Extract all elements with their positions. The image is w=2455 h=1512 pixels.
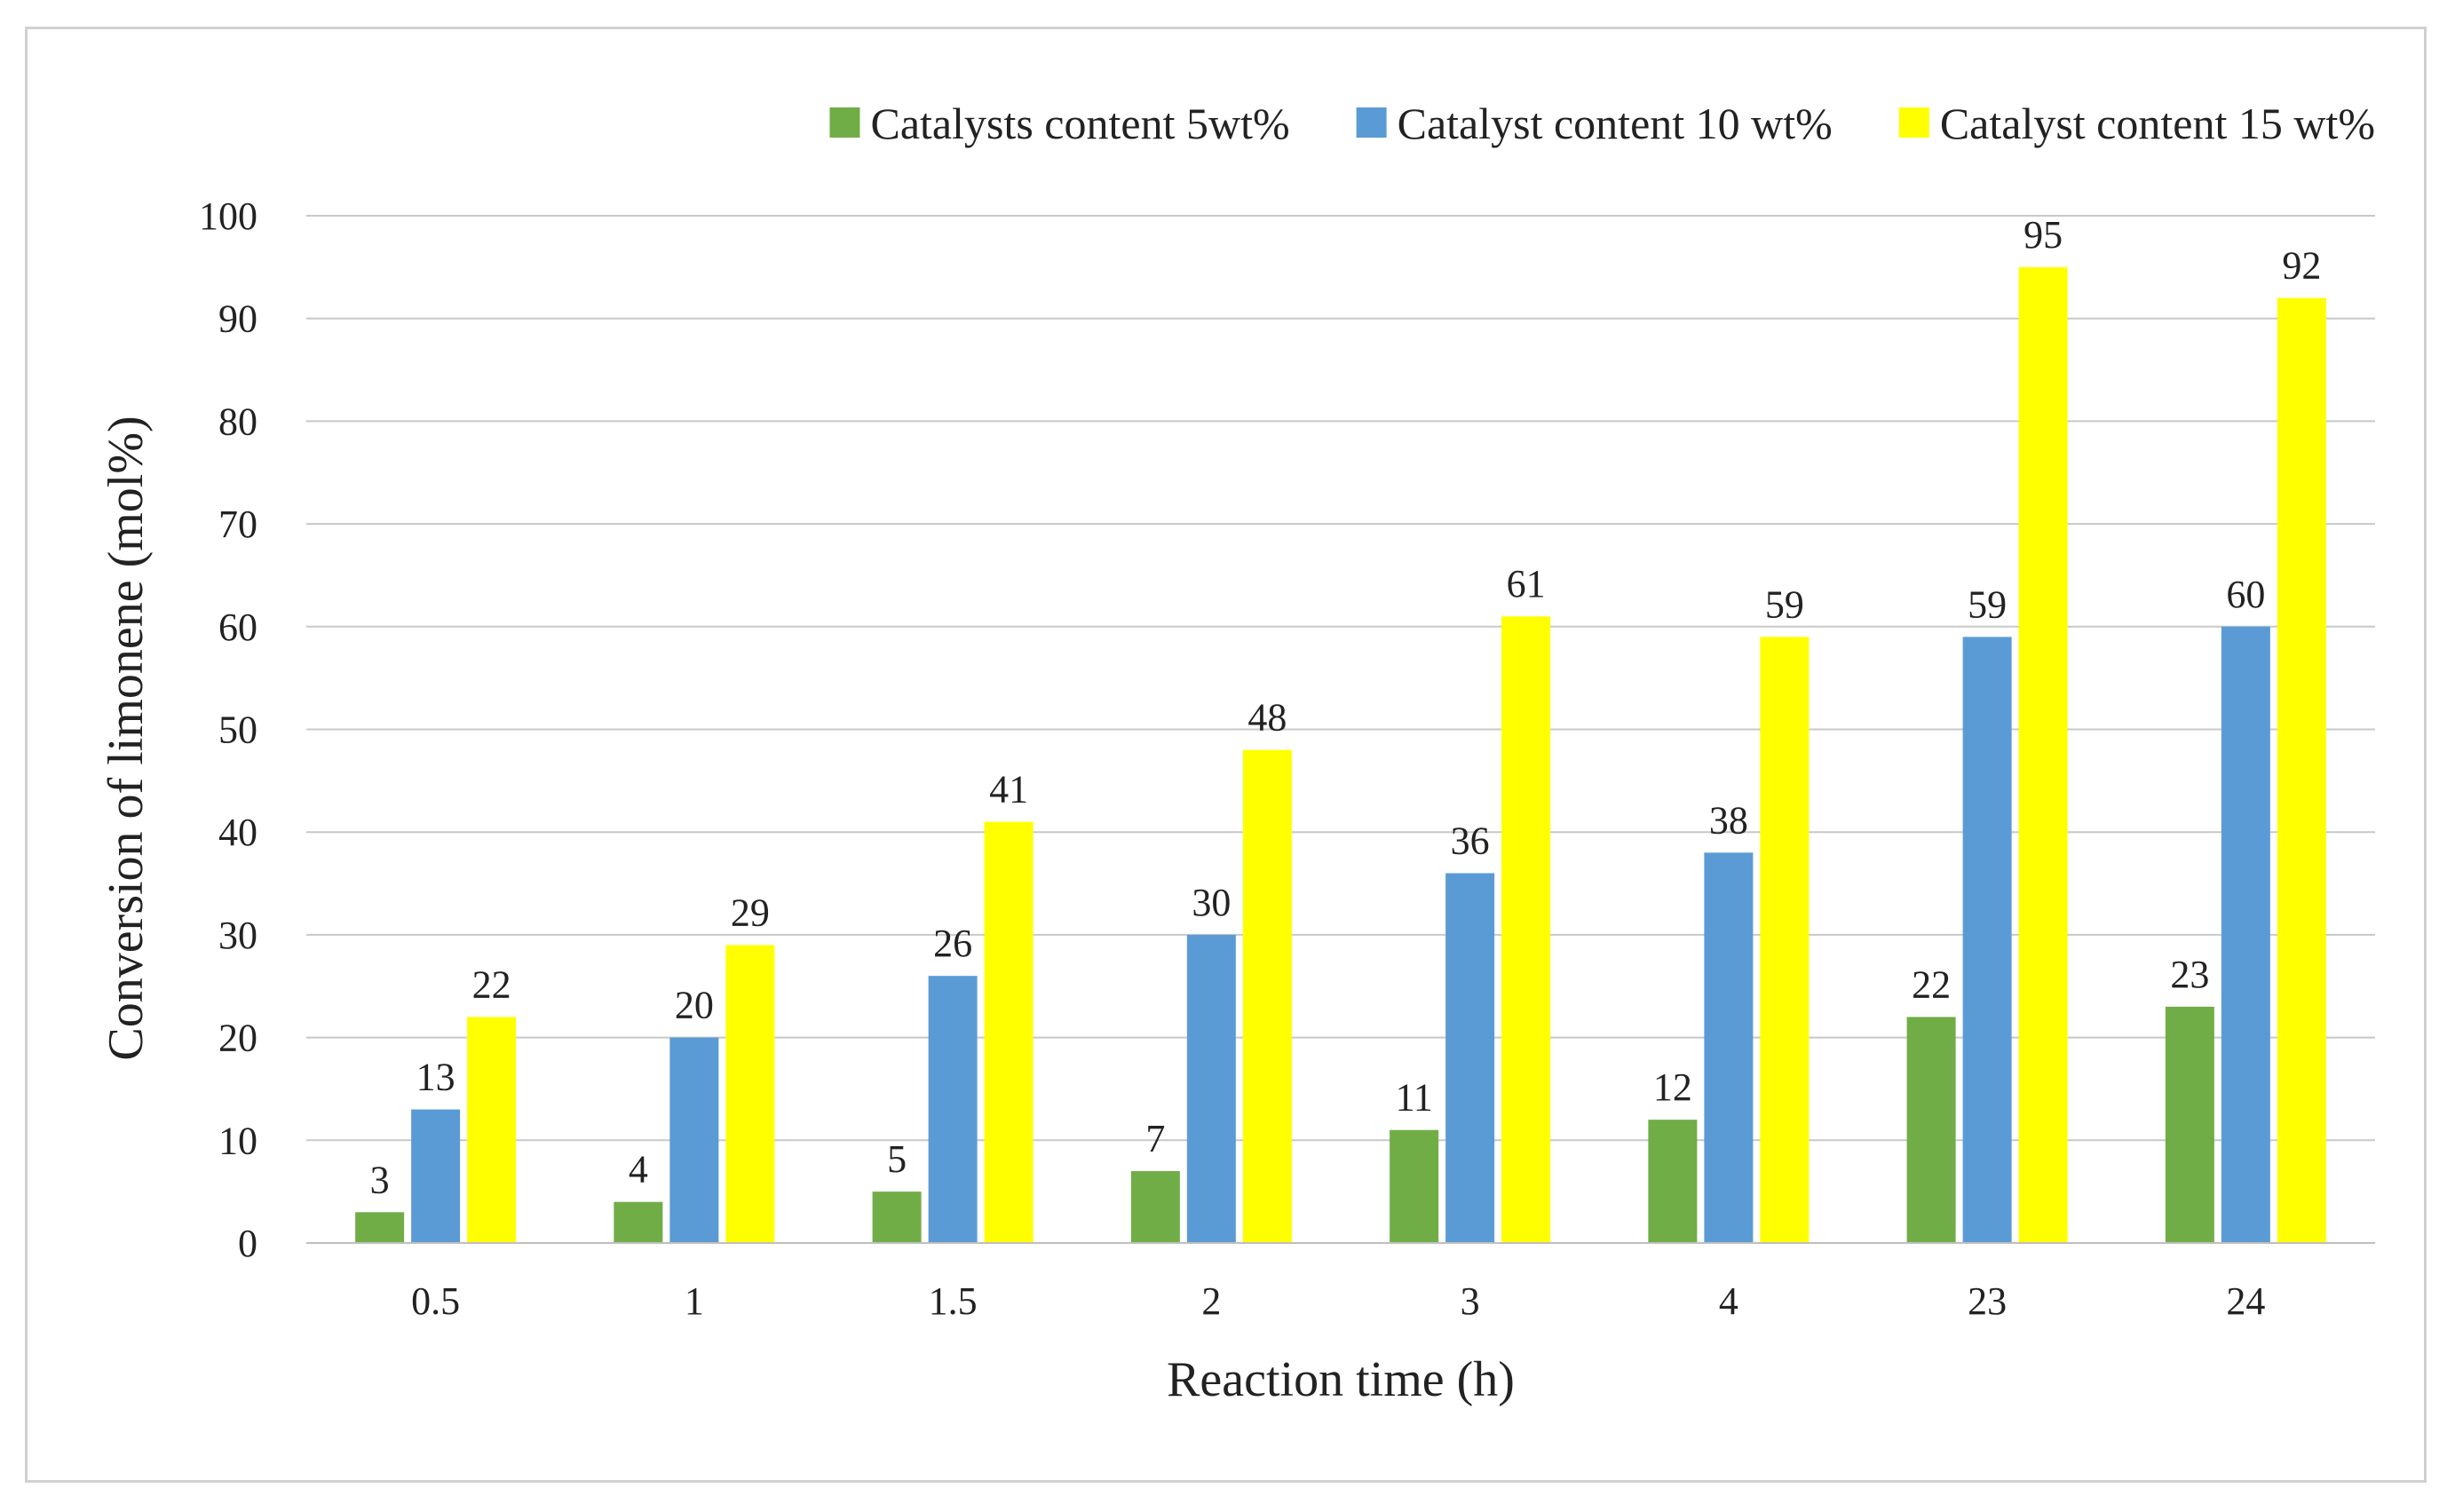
data-label: 48 xyxy=(1247,696,1287,740)
x-tick-label: 24 xyxy=(2226,1279,2265,1323)
bar xyxy=(1704,852,1754,1243)
legend-swatch xyxy=(1898,107,1929,138)
bar xyxy=(725,945,775,1243)
y-tick-label: 80 xyxy=(218,400,257,443)
legend-label: Catalyst content 10 wt% xyxy=(1398,99,1833,148)
x-tick-label: 23 xyxy=(1968,1279,2007,1323)
bar xyxy=(614,1201,663,1243)
bar xyxy=(928,976,978,1243)
legend: Catalysts content 5wt% Catalyst content 1… xyxy=(829,99,2375,148)
data-label: 60 xyxy=(2226,573,2265,616)
y-axis-title: Conversion of limonene (mol%) xyxy=(99,416,154,1060)
data-label: 61 xyxy=(1507,562,1546,606)
y-tick-label: 10 xyxy=(218,1119,257,1162)
data-label: 4 xyxy=(629,1148,648,1191)
bars xyxy=(355,266,2326,1244)
bar xyxy=(1906,1017,1956,1243)
y-tick-label: 30 xyxy=(218,914,257,957)
legend-item: Catalyst content 15 wt% xyxy=(1898,99,2375,148)
y-tick-label: 70 xyxy=(218,503,257,546)
bar xyxy=(467,1017,517,1243)
data-label: 59 xyxy=(1765,582,1804,626)
bar xyxy=(2018,266,2068,1244)
bar xyxy=(872,1191,922,1243)
y-tick-label: 50 xyxy=(218,709,257,752)
x-axis-ticks: 0.5 1 1.5 2 3 4 23 24 xyxy=(411,1279,2265,1323)
data-label: 59 xyxy=(1968,582,2007,626)
bar xyxy=(1390,1129,1439,1243)
y-tick-label: 60 xyxy=(218,606,257,649)
y-tick-label: 0 xyxy=(238,1222,257,1265)
data-label: 13 xyxy=(416,1056,455,1099)
legend-swatch xyxy=(1356,107,1387,138)
data-label: 95 xyxy=(2023,213,2063,257)
data-label: 7 xyxy=(1145,1117,1165,1160)
data-label: 3 xyxy=(370,1158,390,1201)
data-labels: 3 13 22 4 20 29 5 26 41 7 30 48 11 36 61 12 38 59 22 59 95 23… xyxy=(370,213,2322,1201)
data-label: 12 xyxy=(1653,1065,1692,1109)
legend-item: Catalysts content 5wt% xyxy=(829,99,1290,148)
legend-item: Catalyst content 10 wt% xyxy=(1356,99,1833,148)
data-label: 92 xyxy=(2282,244,2321,288)
bar xyxy=(669,1037,719,1243)
y-tick-label: 40 xyxy=(218,811,257,854)
bar xyxy=(1242,749,1292,1243)
x-tick-label: 1.5 xyxy=(929,1279,978,1323)
data-label: 29 xyxy=(731,891,770,934)
y-axis-ticks: 0 10 20 30 40 50 60 70 80 90 100 xyxy=(199,194,257,1265)
bar xyxy=(355,1212,405,1243)
bar xyxy=(1962,637,2012,1243)
data-label: 20 xyxy=(675,984,714,1027)
bar xyxy=(1501,616,1551,1243)
data-label: 38 xyxy=(1709,798,1748,842)
data-label: 5 xyxy=(887,1137,907,1181)
y-tick-label: 100 xyxy=(199,194,257,238)
x-tick-label: 3 xyxy=(1461,1279,1480,1323)
y-tick-label: 90 xyxy=(218,297,257,341)
data-label: 26 xyxy=(933,922,972,965)
x-tick-label: 0.5 xyxy=(411,1279,460,1323)
legend-swatch xyxy=(829,107,860,138)
bar xyxy=(2221,626,2270,1243)
bar xyxy=(984,821,1033,1243)
data-label: 22 xyxy=(1912,962,1951,1006)
data-label: 23 xyxy=(2170,953,2209,996)
data-label: 36 xyxy=(1451,819,1490,862)
data-label: 30 xyxy=(1192,881,1231,924)
data-label: 11 xyxy=(1395,1076,1432,1120)
x-tick-label: 1 xyxy=(685,1279,704,1323)
bar xyxy=(1648,1120,1698,1243)
bar xyxy=(2277,297,2326,1243)
legend-label: Catalyst content 15 wt% xyxy=(1940,99,2375,148)
data-label: 41 xyxy=(989,768,1028,811)
bar xyxy=(1130,1171,1180,1243)
y-tick-label: 20 xyxy=(218,1017,257,1060)
bar xyxy=(1760,637,1810,1243)
x-axis-title: Reaction time (h) xyxy=(1167,1352,1515,1407)
x-tick-label: 2 xyxy=(1201,1279,1221,1323)
data-label: 22 xyxy=(472,962,511,1006)
x-tick-label: 4 xyxy=(1719,1279,1738,1323)
bar xyxy=(1186,934,1236,1243)
bar xyxy=(2165,1006,2214,1243)
bar xyxy=(1445,873,1495,1243)
bar xyxy=(411,1109,461,1243)
legend-label: Catalysts content 5wt% xyxy=(870,99,1289,148)
